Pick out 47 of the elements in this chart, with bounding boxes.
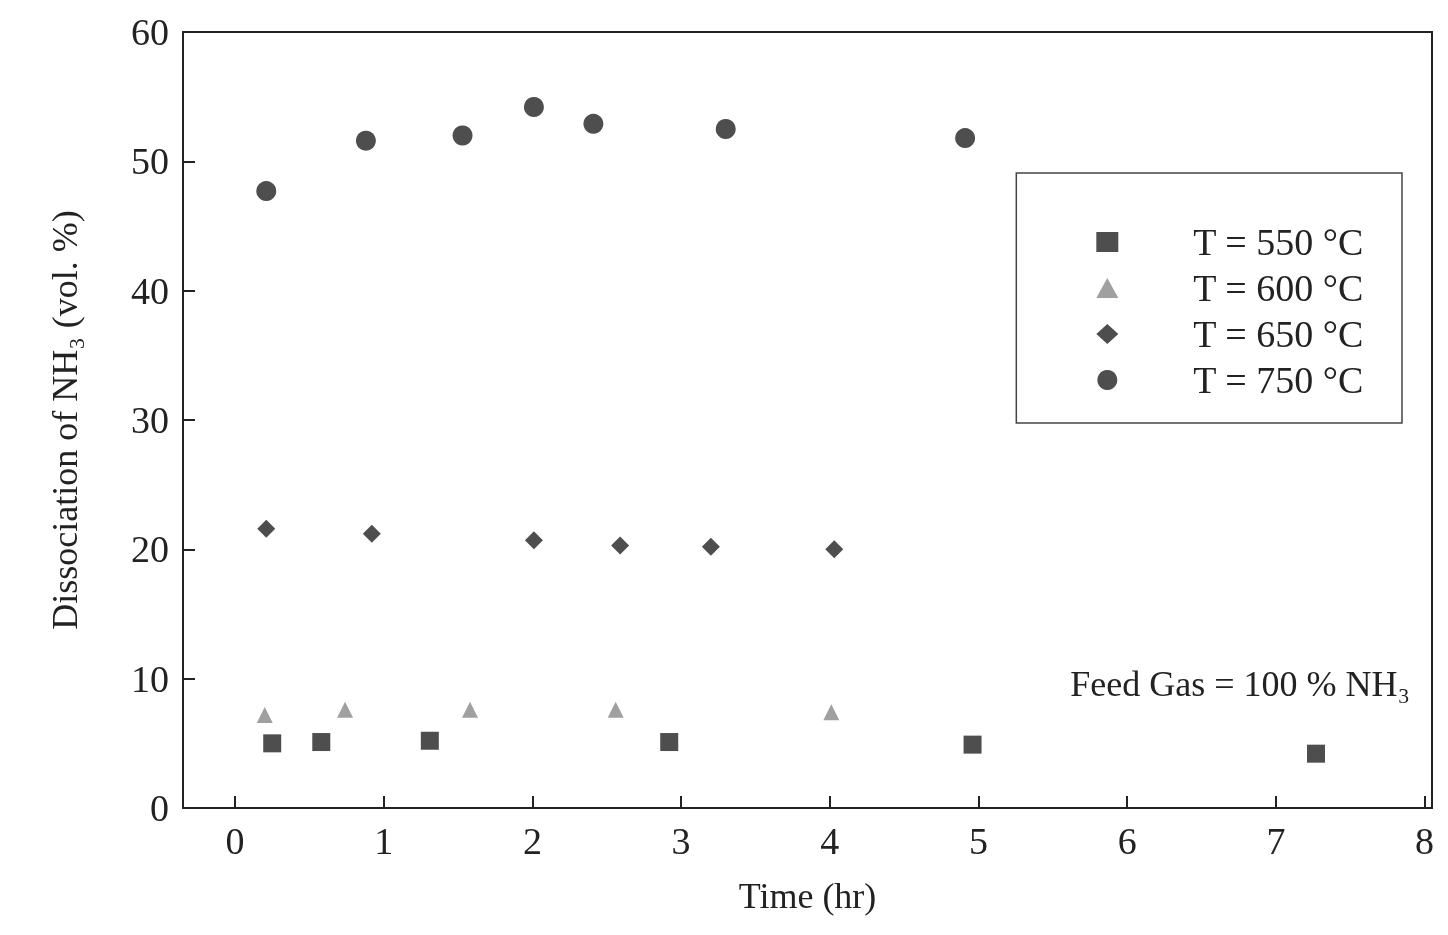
point [715,119,736,139]
legend-label: T = 650 °C [1193,313,1364,355]
point [312,733,331,752]
y-tick-label: 10 [131,657,169,700]
point [523,97,544,118]
point [461,701,478,718]
legend-label: T = 750 °C [1193,359,1364,401]
point [257,519,276,538]
legend-label: T = 600 °C [1193,267,1364,309]
y-tick-label: 20 [131,528,169,571]
point [963,735,982,754]
point [823,704,840,721]
point [362,524,381,543]
x-tick-label: 6 [1117,820,1137,862]
legend-label: T = 550 °C [1193,221,1364,263]
annotation: Feed Gas = 100 % NH₃ [1070,664,1411,704]
y-axis-title: Dissociation of NH₃ (vol. %) [45,210,85,630]
point [607,701,624,718]
x-tick-label: 3 [671,820,691,862]
x-tick-label: 5 [968,820,988,862]
y-tick-label: 40 [131,269,169,312]
point [337,701,354,718]
x-tick-label: 7 [1266,820,1286,862]
y-tick-label: 60 [131,11,169,53]
point [611,536,630,555]
x-tick-label: 0 [225,820,245,862]
y-tick-label: 50 [131,140,169,183]
x-axis-title: Time (hr) [738,876,877,916]
point [420,731,439,750]
point [256,181,277,202]
point [955,128,976,149]
x-tick-label: 2 [522,820,542,862]
x-tick-label: 8 [1415,820,1435,862]
point [256,706,273,723]
point [1307,744,1326,763]
point [825,540,844,559]
point [524,531,543,550]
point [263,734,282,753]
x-tick-label: 1 [374,820,394,862]
point [583,113,604,134]
point [701,537,720,556]
y-tick-label: 0 [150,787,169,829]
x-tick-label: 4 [820,820,840,862]
y-tick-label: 30 [131,399,169,441]
point [355,130,376,151]
point [452,125,473,146]
point [660,733,679,752]
